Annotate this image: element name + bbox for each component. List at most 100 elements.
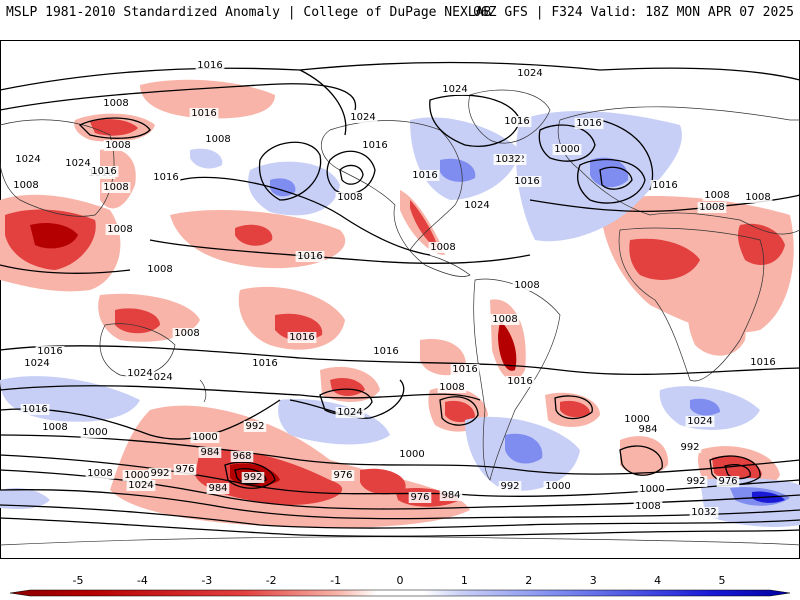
colorbar-tick-label: 2 [525,574,532,587]
isobar-label: 992 [150,468,169,479]
contour-label-bg [360,140,390,151]
contour-label-bg [502,116,532,127]
contour-label-bg [684,476,708,487]
isobar-label: 1024 [687,416,712,427]
isobar [439,396,479,426]
isobar [149,239,531,264]
negative-anomaly-area [115,308,160,334]
isobar-label: 1008 [103,98,128,109]
colorbar-tick-label: 4 [654,574,661,587]
contour-label-bg [622,414,652,425]
coastline-south-america [473,278,561,481]
contour-label-bg [103,140,133,151]
contour-label-bg [243,421,267,432]
isobar-label: 1008 [103,182,128,193]
isobar-label: 1016 [37,346,62,357]
contour-label-bg [397,449,427,460]
isobar-label: 976 [175,464,194,475]
isobar-label: 1008 [107,224,132,235]
contour-label-bg [637,484,667,495]
isobar-label: 1016 [252,358,277,369]
contour-label-bg [190,432,220,443]
isobar-label: 1016 [504,116,529,127]
contour-label-bg [151,172,181,183]
isobar-label: 1000 [624,414,649,425]
isobar-label: 976 [410,492,429,503]
isobar-label: 1008 [430,242,455,253]
contour-label-bg [505,376,535,387]
contour-label-bg [552,144,582,155]
isobar-label: 968 [232,451,251,462]
negative-anomaly-area [140,79,275,119]
contour-label-bg [101,182,131,193]
isobar [224,461,276,489]
contour-label-bg [493,154,523,165]
isobar [0,385,481,401]
colorbar-ticks: -5 -4 -3 -2 -1 0 1 2 3 4 5 [73,574,726,587]
isobar [0,83,357,111]
colorbar-tick-label: 0 [397,574,404,587]
contour-label-bg [515,68,545,79]
contour-label-bg [203,134,233,145]
contour-label-bg [335,192,365,203]
isobar-label: 976 [333,470,352,481]
negative-anomaly-area [330,378,365,396]
isobar [577,158,646,204]
isobar [0,264,131,274]
contour-label-bg [743,192,773,203]
isobar [326,150,376,195]
isobar-label: 992 [243,472,262,483]
contour-label-bg [636,424,660,435]
isobar-label: 1024 [24,358,49,369]
colorbar: -5 -4 -3 -2 -1 0 1 2 3 4 5 [9,574,791,597]
contour-label-bg [22,358,52,369]
contour-label-bg [145,372,175,383]
contour-label-bg [439,490,463,501]
contour-label-bg [105,224,135,235]
negative-anomaly-area [560,400,590,418]
isobar-label: 1032 [495,154,520,165]
colorbar-tick-label: -1 [330,574,341,587]
negative-anomaly-area [235,224,273,246]
negative-anomaly-area [498,320,517,371]
isobar [319,388,373,416]
isobar-label: 1008 [174,328,199,339]
contour-label-bg [371,346,401,357]
isobar-label: 1016 [412,170,437,181]
isobar-label: 1032 [691,507,716,518]
isobar-label: 1000 [82,427,107,438]
coastline-eurasia [557,106,800,235]
contour-label-bg [440,84,470,95]
coastline-north-america [320,120,471,277]
isobar-label: 976 [718,476,737,487]
isobar-label: 1008 [42,422,67,433]
contour-label-bg [490,314,520,325]
contour-label-bg [35,346,65,357]
negative-anomaly-area [30,223,78,249]
positive-anomaly-area [590,157,629,188]
isobar [0,489,800,520]
positive-anomaly-area [190,148,223,169]
isobar [339,164,364,185]
isobar [554,395,593,420]
isobar-label: 1008 [635,501,660,512]
isobar-label: 1024 [464,200,489,211]
isobar-label: 1016 [652,180,677,191]
contour-label-bg [63,158,93,169]
isobar-label: 992 [500,481,519,492]
isobar [529,194,800,212]
negative-anomaly-area [712,455,762,482]
contour-label-bg [335,407,365,418]
coastline-antarctica [0,536,800,546]
contour-label-bg [348,112,378,123]
contour-label-bg [462,200,492,211]
contour-label-bg [20,404,50,415]
contour-label-bg [250,358,280,369]
contour-label-bg [126,480,156,491]
isobar-label: 1024 [442,84,467,95]
colorbar-tick-label: 3 [590,574,597,587]
isobar-label: 1024 [65,158,90,169]
isobar-label: 1000 [545,481,570,492]
isobar-label: 1024 [128,480,153,491]
contour-label-bg [101,98,131,109]
